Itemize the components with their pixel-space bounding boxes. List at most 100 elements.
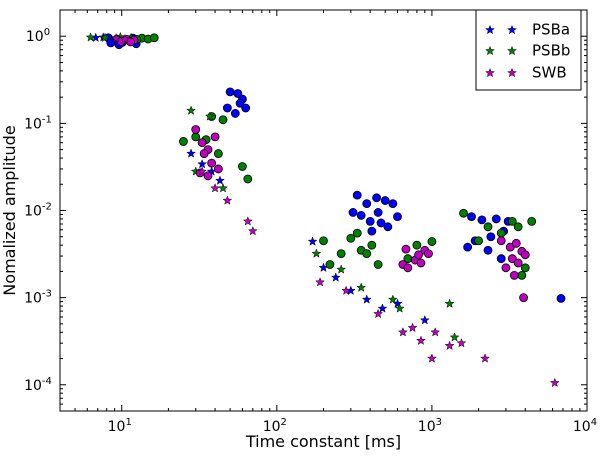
point-swb-circle xyxy=(213,164,223,174)
point-swb-circle xyxy=(496,236,506,246)
legend-label-swb: SWB xyxy=(532,64,567,82)
point-psba-circle xyxy=(230,109,240,118)
point-swb-circle xyxy=(207,158,217,168)
point-psba-star xyxy=(419,315,430,325)
point-psbb-circle xyxy=(352,228,362,238)
point-psba-circle xyxy=(491,214,501,224)
axis-ticks: 101 102 103 104 100 10-1 10-2 10-3 10-4 xyxy=(24,9,597,435)
point-swb-circle xyxy=(507,254,517,264)
point-swb-circle xyxy=(199,149,209,158)
point-psbb-star xyxy=(356,282,367,292)
point-psba-circle xyxy=(393,212,402,222)
point-psba-circle xyxy=(373,208,383,217)
point-psba-circle xyxy=(362,199,372,209)
x-tick-label: 102 xyxy=(263,417,287,435)
point-swb-star xyxy=(416,335,426,345)
point-swb-star xyxy=(397,327,408,337)
point-swb-circle xyxy=(520,250,530,260)
point-swb-circle xyxy=(203,171,213,181)
legend-marker-psbb xyxy=(507,45,517,56)
point-psba-circle xyxy=(222,103,232,113)
point-psbb-star xyxy=(444,298,455,309)
point-psba-star xyxy=(197,158,208,169)
data-points xyxy=(85,31,566,388)
legend-markers xyxy=(485,24,517,78)
point-swb-star xyxy=(111,32,122,43)
point-swb-circle xyxy=(403,263,413,273)
point-swb-star xyxy=(242,216,253,226)
point-psbb-star xyxy=(387,294,398,304)
point-swb-circle xyxy=(513,258,523,268)
point-psba-circle xyxy=(463,242,473,252)
point-psbb-circle xyxy=(149,33,159,43)
point-psba-circle xyxy=(235,98,245,108)
point-psbb-star xyxy=(100,32,110,42)
point-psba-circle xyxy=(372,193,382,203)
point-psba-star xyxy=(361,294,372,304)
point-psbb-circle xyxy=(319,236,328,246)
point-psba-circle xyxy=(380,196,390,205)
point-psbb-circle xyxy=(496,228,506,238)
point-psba-star xyxy=(307,236,318,246)
legend-marker-psbb xyxy=(485,45,495,56)
point-psbb-star xyxy=(85,32,96,42)
point-psbb-star xyxy=(186,105,197,115)
point-psba-star xyxy=(377,303,388,313)
y-axis-label: Nomalized amplitude xyxy=(0,125,19,295)
point-psba-circle xyxy=(367,226,377,236)
point-swb-star xyxy=(480,353,490,363)
point-psbb-star xyxy=(204,111,215,121)
point-swb-circle xyxy=(511,238,521,248)
point-psbb-circle xyxy=(427,237,437,246)
point-psba-star xyxy=(186,148,197,158)
point-psbb-circle xyxy=(191,132,201,142)
point-psbb-circle xyxy=(179,137,188,146)
point-psbb-circle xyxy=(507,216,517,226)
point-psba-circle xyxy=(496,254,506,264)
point-psba-circle xyxy=(383,222,393,232)
y-tick-label: 10-3 xyxy=(24,289,52,307)
point-psba-circle xyxy=(388,199,398,209)
point-psba-circle xyxy=(225,87,235,97)
point-psbb-circle xyxy=(483,222,493,232)
point-psbb-star xyxy=(311,248,322,258)
point-psbb-circle xyxy=(362,249,372,259)
point-swb-circle xyxy=(197,138,207,148)
legend-marker-swb xyxy=(507,67,517,78)
point-psba-circle xyxy=(467,212,476,222)
point-psba-circle xyxy=(477,215,487,225)
point-psbb-star xyxy=(394,303,405,313)
legend-label-psba: PSBa xyxy=(532,21,570,39)
point-swb-star xyxy=(341,285,352,295)
point-swb-circle xyxy=(210,132,220,142)
x-tick-label: 104 xyxy=(573,417,597,435)
legend-marker-psba xyxy=(485,24,495,35)
point-swb-star xyxy=(456,337,467,348)
point-swb-star xyxy=(426,353,437,363)
point-psbb-star xyxy=(449,332,460,342)
point-psbb-circle xyxy=(517,270,527,280)
point-swb-circle xyxy=(501,263,511,273)
point-psba-circle xyxy=(376,218,386,228)
point-swb-star xyxy=(549,377,560,388)
point-psbb-circle xyxy=(474,236,483,246)
point-swb-circle xyxy=(401,244,411,254)
point-psbb-circle xyxy=(336,249,346,259)
point-psbb-circle xyxy=(527,216,537,226)
point-swb-star xyxy=(120,33,130,44)
point-psba-circle xyxy=(556,293,566,303)
point-psbb-circle xyxy=(412,240,422,250)
legend-marker-psba xyxy=(507,24,517,35)
point-swb-star xyxy=(407,322,418,333)
legend-label-psbb: PSBb xyxy=(532,42,570,60)
point-psbb-circle xyxy=(367,240,377,250)
y-tick-label: 10-4 xyxy=(24,376,52,394)
legend: PSBa PSBb SWB xyxy=(475,9,582,91)
point-psbb-circle xyxy=(237,162,247,171)
point-swb-star xyxy=(315,277,325,287)
point-psba-circle xyxy=(106,38,116,48)
point-swb-circle xyxy=(519,293,528,303)
point-swb-star xyxy=(247,225,258,236)
x-tick-label: 103 xyxy=(418,417,442,435)
